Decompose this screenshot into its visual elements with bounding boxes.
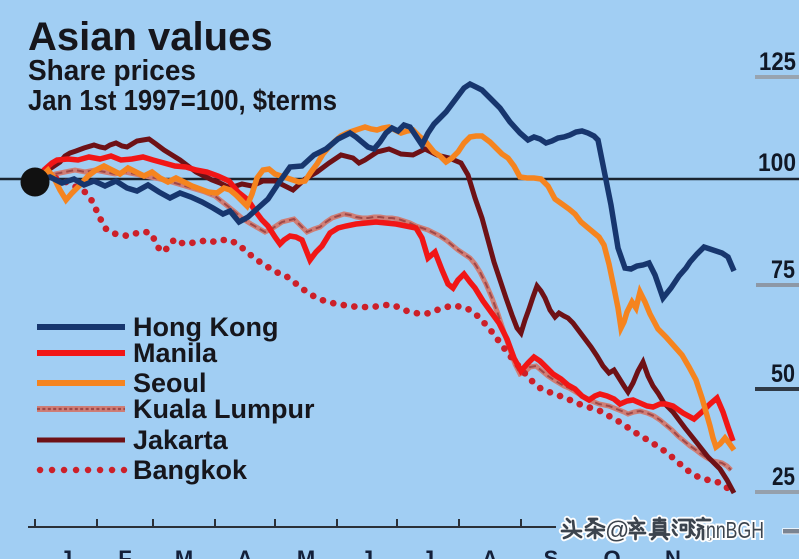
svg-text:Bangkok: Bangkok <box>133 455 248 485</box>
svg-text:M: M <box>175 546 193 559</box>
svg-text:M: M <box>297 546 315 559</box>
svg-text:J: J <box>60 546 72 559</box>
svg-text:A: A <box>482 546 498 559</box>
svg-text:25: 25 <box>772 463 795 491</box>
svg-text:Hong Kong: Hong Kong <box>133 312 278 342</box>
svg-text:Jan 1st 1997=100, $terms: Jan 1st 1997=100, $terms <box>28 85 337 117</box>
svg-text:Share prices: Share prices <box>28 55 196 87</box>
svg-text:Jakarta: Jakarta <box>133 425 229 455</box>
svg-text:Manila: Manila <box>133 338 218 368</box>
svg-text:J: J <box>361 546 373 559</box>
svg-text:A: A <box>237 546 253 559</box>
svg-text:S: S <box>544 546 559 559</box>
svg-text:100: 100 <box>758 149 796 177</box>
svg-text:50: 50 <box>771 360 795 388</box>
svg-text:F: F <box>118 546 131 559</box>
svg-text:75: 75 <box>771 256 795 284</box>
svg-text:O: O <box>603 546 620 559</box>
svg-text:Seoul: Seoul <box>133 368 207 398</box>
svg-text:Kuala Lumpur: Kuala Lumpur <box>133 394 315 424</box>
svg-text:nnBGH: nnBGH <box>706 517 764 543</box>
svg-text:125: 125 <box>759 48 796 76</box>
svg-text:N: N <box>665 546 681 559</box>
svg-text:J: J <box>422 546 434 559</box>
svg-text:@: @ <box>605 517 629 544</box>
svg-text:Asian values: Asian values <box>28 15 273 59</box>
